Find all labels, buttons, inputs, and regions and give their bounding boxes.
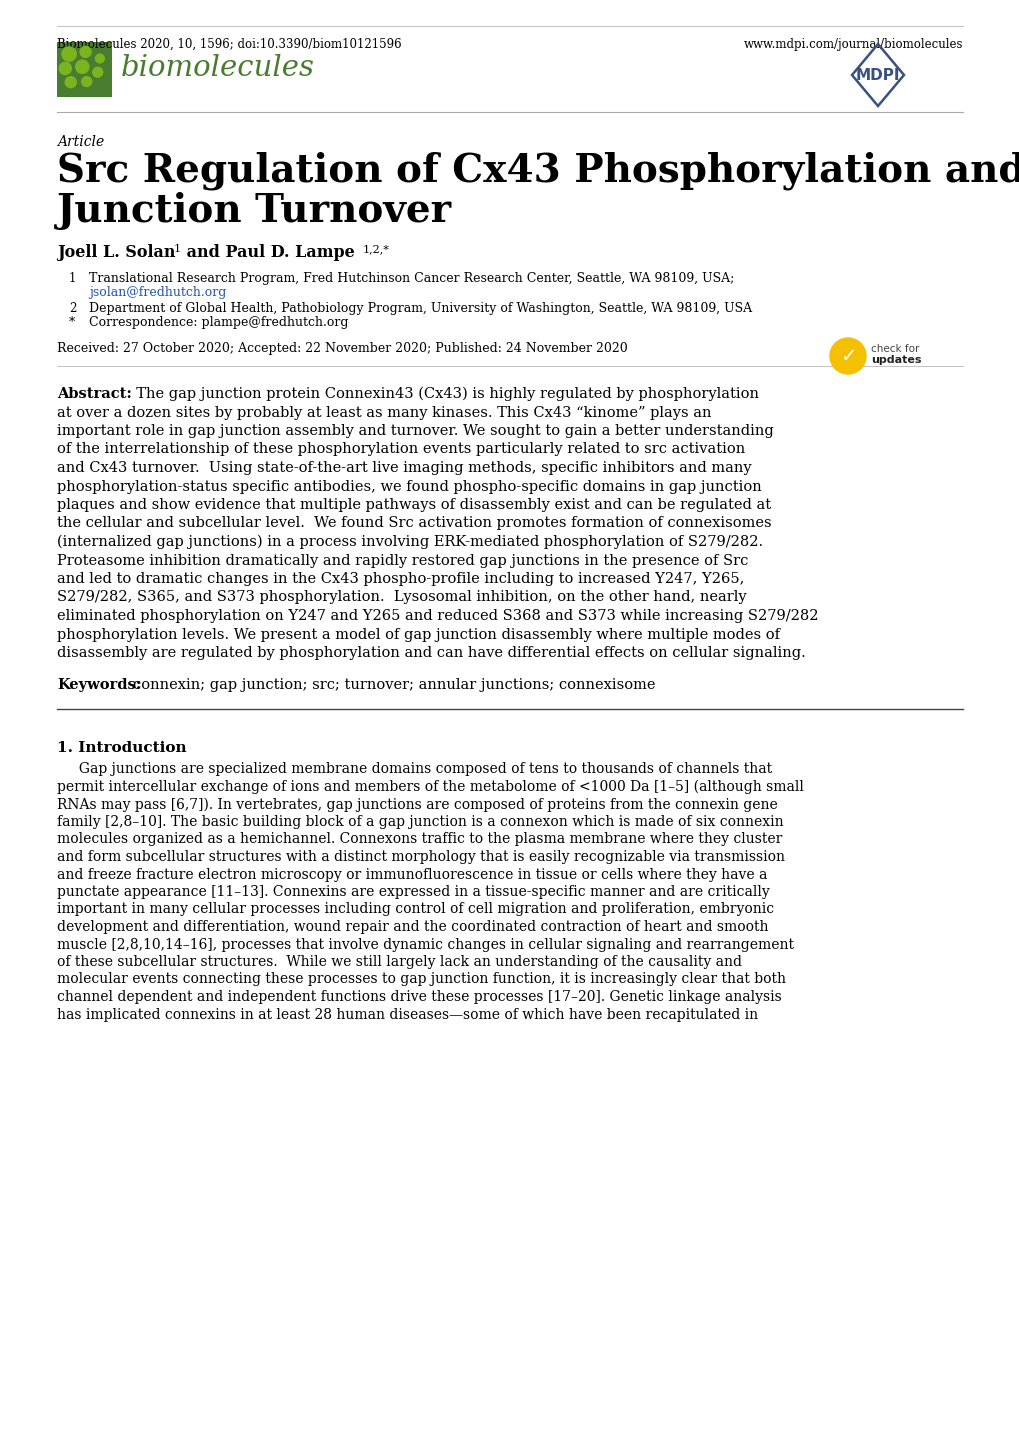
FancyBboxPatch shape: [57, 42, 112, 97]
Text: Junction Turnover: Junction Turnover: [57, 192, 451, 231]
Text: updates: updates: [870, 355, 920, 365]
Circle shape: [75, 61, 89, 74]
Text: of the interrelationship of these phosphorylation events particularly related to: of the interrelationship of these phosph…: [57, 443, 745, 457]
Text: Biomolecules 2020, 10, 1596; doi:10.3390/biom10121596: Biomolecules 2020, 10, 1596; doi:10.3390…: [57, 37, 401, 50]
Text: Abstract:: Abstract:: [57, 386, 131, 401]
Text: and form subcellular structures with a distinct morphology that is easily recogn: and form subcellular structures with a d…: [57, 849, 785, 864]
Text: the cellular and subcellular level.  We found Src activation promotes formation : the cellular and subcellular level. We f…: [57, 516, 770, 531]
Text: important in many cellular processes including control of cell migration and pro: important in many cellular processes inc…: [57, 903, 773, 917]
Text: 2: 2: [69, 301, 76, 314]
Text: The gap junction protein Connexin43 (Cx43) is highly regulated by phosphorylatio: The gap junction protein Connexin43 (Cx4…: [127, 386, 758, 401]
Text: Joell L. Solan: Joell L. Solan: [57, 244, 175, 261]
Text: and led to dramatic changes in the Cx43 phospho-profile including to increased Y: and led to dramatic changes in the Cx43 …: [57, 572, 744, 585]
Text: channel dependent and independent functions drive these processes [17–20]. Genet: channel dependent and independent functi…: [57, 991, 781, 1004]
Text: 1: 1: [174, 244, 181, 254]
Text: www.mdpi.com/journal/biomolecules: www.mdpi.com/journal/biomolecules: [743, 37, 962, 50]
Text: RNAs may pass [6,7]). In vertebrates, gap junctions are composed of proteins fro: RNAs may pass [6,7]). In vertebrates, ga…: [57, 797, 777, 812]
Text: molecules organized as a hemichannel. Connexons traffic to the plasma membrane w: molecules organized as a hemichannel. Co…: [57, 832, 782, 846]
Text: phosphorylation levels. We present a model of gap junction disassembly where mul: phosphorylation levels. We present a mod…: [57, 627, 780, 642]
Text: and freeze fracture electron microscopy or immunofluorescence in tissue or cells: and freeze fracture electron microscopy …: [57, 868, 766, 881]
Text: has implicated connexins in at least 28 human diseases—some of which have been r: has implicated connexins in at least 28 …: [57, 1008, 757, 1021]
Text: Src Regulation of Cx43 Phosphorylation and Gap: Src Regulation of Cx43 Phosphorylation a…: [57, 151, 1019, 190]
Text: *: *: [69, 316, 75, 329]
Text: Keywords:: Keywords:: [57, 679, 141, 692]
Text: important role in gap junction assembly and turnover. We sought to gain a better: important role in gap junction assembly …: [57, 424, 773, 438]
Text: Translational Research Program, Fred Hutchinson Cancer Research Center, Seattle,: Translational Research Program, Fred Hut…: [89, 273, 734, 286]
Text: Department of Global Health, Pathobiology Program, University of Washington, Sea: Department of Global Health, Pathobiolog…: [89, 301, 751, 314]
Text: and Cx43 turnover.  Using state-of-the-art live imaging methods, specific inhibi: and Cx43 turnover. Using state-of-the-ar…: [57, 461, 751, 474]
Text: jsolan@fredhutch.org: jsolan@fredhutch.org: [89, 286, 226, 298]
Text: of these subcellular structures.  While we still largely lack an understanding o: of these subcellular structures. While w…: [57, 955, 741, 969]
Text: Proteasome inhibition dramatically and rapidly restored gap junctions in the pre: Proteasome inhibition dramatically and r…: [57, 554, 748, 568]
Circle shape: [62, 48, 76, 61]
Text: eliminated phosphorylation on Y247 and Y265 and reduced S368 and S373 while incr: eliminated phosphorylation on Y247 and Y…: [57, 609, 817, 623]
Text: disassembly are regulated by phosphorylation and can have differential effects o: disassembly are regulated by phosphoryla…: [57, 646, 805, 660]
Text: Article: Article: [57, 136, 104, 149]
Text: Correspondence: plampe@fredhutch.org: Correspondence: plampe@fredhutch.org: [89, 316, 348, 329]
Text: (internalized gap junctions) in a process involving ERK-mediated phosphorylation: (internalized gap junctions) in a proces…: [57, 535, 762, 549]
Text: 1,2,*: 1,2,*: [363, 244, 389, 254]
Circle shape: [59, 62, 71, 75]
Circle shape: [81, 46, 91, 58]
Text: phosphorylation-status specific antibodies, we found phospho-specific domains in: phosphorylation-status specific antibodi…: [57, 480, 761, 493]
Circle shape: [82, 76, 92, 87]
Text: Gap junctions are specialized membrane domains composed of tens to thousands of : Gap junctions are specialized membrane d…: [57, 763, 771, 776]
Text: plaques and show evidence that multiple pathways of disassembly exist and can be: plaques and show evidence that multiple …: [57, 497, 770, 512]
Circle shape: [829, 337, 865, 373]
Text: molecular events connecting these processes to gap junction function, it is incr: molecular events connecting these proces…: [57, 972, 786, 986]
Text: punctate appearance [11–13]. Connexins are expressed in a tissue-specific manner: punctate appearance [11–13]. Connexins a…: [57, 885, 769, 898]
Text: MDPI: MDPI: [855, 68, 900, 82]
Circle shape: [96, 55, 104, 63]
Circle shape: [65, 76, 76, 88]
Text: at over a dozen sites by probably at least as many kinases. This Cx43 “kinome” p: at over a dozen sites by probably at lea…: [57, 405, 711, 420]
Text: family [2,8–10]. The basic building block of a gap junction is a connexon which : family [2,8–10]. The basic building bloc…: [57, 815, 783, 829]
Text: S279/282, S365, and S373 phosphorylation.  Lysosomal inhibition, on the other ha: S279/282, S365, and S373 phosphorylation…: [57, 591, 746, 604]
Text: 1: 1: [69, 273, 76, 286]
Text: permit intercellular exchange of ions and members of the metabolome of <1000 Da : permit intercellular exchange of ions an…: [57, 780, 803, 795]
Text: biomolecules: biomolecules: [121, 55, 315, 82]
Text: development and differentiation, wound repair and the coordinated contraction of: development and differentiation, wound r…: [57, 920, 767, 934]
Text: check for: check for: [870, 345, 918, 353]
Text: and Paul D. Lampe: and Paul D. Lampe: [180, 244, 355, 261]
Text: ✓: ✓: [839, 346, 855, 365]
Text: connexin; gap junction; src; turnover; annular junctions; connexisome: connexin; gap junction; src; turnover; a…: [132, 679, 655, 692]
Text: Received: 27 October 2020; Accepted: 22 November 2020; Published: 24 November 20: Received: 27 October 2020; Accepted: 22 …: [57, 342, 627, 355]
Text: 1. Introduction: 1. Introduction: [57, 741, 186, 754]
Circle shape: [93, 68, 103, 78]
Text: muscle [2,8,10,14–16], processes that involve dynamic changes in cellular signal: muscle [2,8,10,14–16], processes that in…: [57, 937, 793, 952]
